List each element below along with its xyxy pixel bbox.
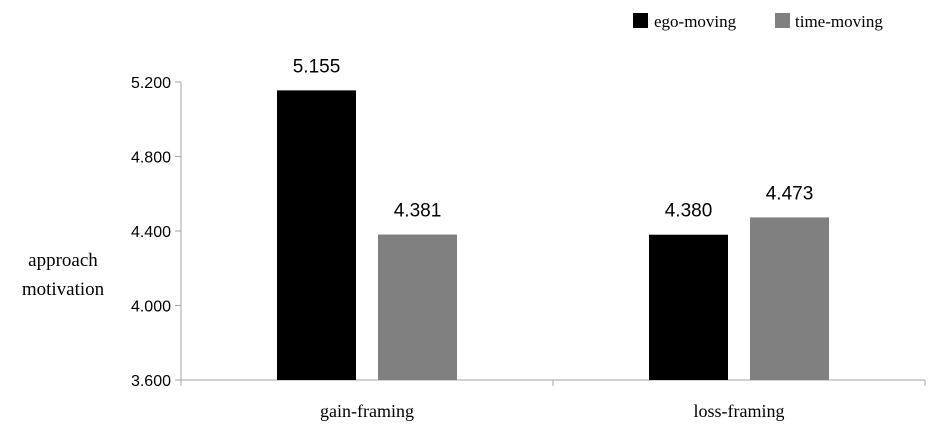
y-tick-label: 4.000 bbox=[131, 299, 171, 316]
legend-label-time-moving: time-moving bbox=[795, 12, 883, 31]
data-label: 4.381 bbox=[394, 201, 442, 222]
x-tick-label: loss-framing bbox=[694, 401, 785, 421]
y-tick-label: 3.600 bbox=[131, 373, 171, 390]
y-axis-title-line-1: approach bbox=[28, 250, 98, 271]
y-axis-title: approach motivation bbox=[22, 250, 105, 300]
x-axis: gain-framing loss-framing bbox=[180, 379, 926, 421]
bar bbox=[750, 217, 829, 380]
bar bbox=[649, 234, 728, 380]
legend-swatch-time-moving bbox=[775, 13, 790, 28]
y-tick-label: 4.800 bbox=[131, 150, 171, 167]
data-labels: 5.155 4.381 4.380 4.473 bbox=[293, 56, 814, 221]
legend: ego-moving time-moving bbox=[633, 12, 883, 31]
y-axis-title-line-2: motivation bbox=[22, 279, 105, 300]
y-tick-label: 5.200 bbox=[131, 75, 171, 92]
bar bbox=[378, 234, 457, 380]
y-axis: 3.600 4.000 4.400 4.800 5.200 bbox=[131, 75, 182, 390]
data-label: 4.473 bbox=[766, 183, 814, 204]
x-tick-label: gain-framing bbox=[320, 401, 414, 421]
y-tick-label: 4.400 bbox=[131, 224, 171, 241]
data-label: 4.380 bbox=[665, 201, 713, 222]
legend-swatch-ego-moving bbox=[633, 13, 648, 28]
bar bbox=[277, 90, 356, 380]
legend-label-ego-moving: ego-moving bbox=[654, 12, 737, 31]
bars bbox=[277, 90, 829, 380]
data-label: 5.155 bbox=[293, 56, 341, 77]
